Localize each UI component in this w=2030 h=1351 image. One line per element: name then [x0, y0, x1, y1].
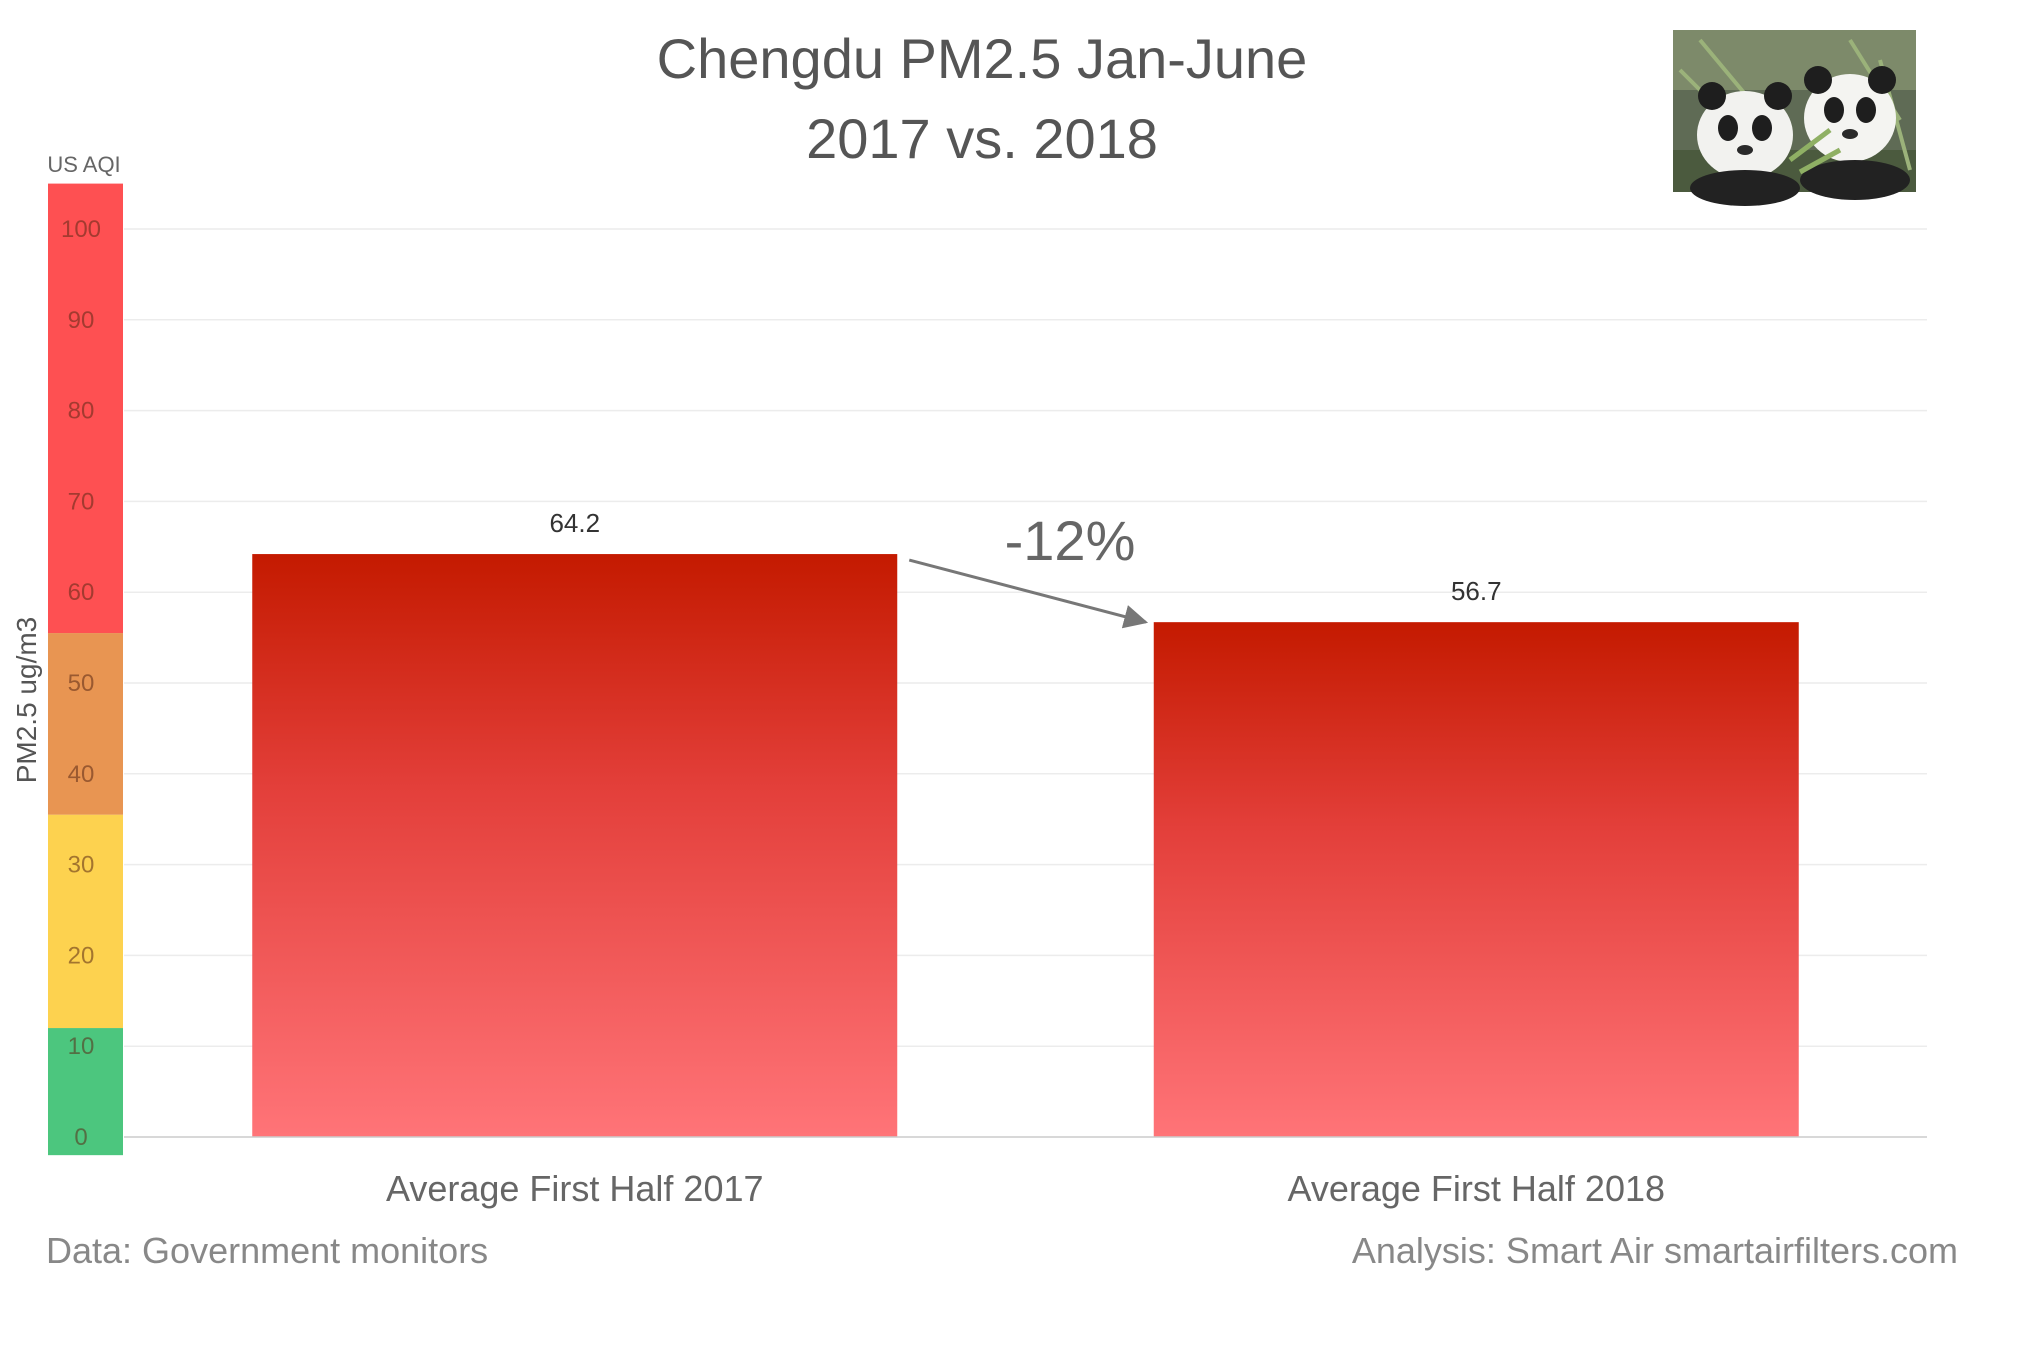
y-tick-label: 0	[74, 1124, 87, 1151]
y-tick-label: 70	[68, 488, 95, 515]
y-axis-label: PM2.5 ug/m3	[11, 617, 42, 784]
x-tick-label: Average First Half 2018	[1287, 1168, 1665, 1209]
aqi-band-2	[48, 633, 123, 815]
aqi-band-3	[48, 183, 123, 634]
y-tick-label: 60	[68, 579, 95, 606]
y-tick-label: 20	[68, 942, 95, 969]
y-tick-label: 80	[68, 398, 95, 425]
bars	[252, 554, 1799, 1137]
footnote-source: Data: Government monitors	[46, 1230, 488, 1271]
aqi-scale-label: US AQI	[47, 152, 120, 177]
y-tick-label: 40	[68, 761, 95, 788]
aqi-band-1	[48, 814, 123, 1029]
change-annotation: -12%	[1005, 509, 1136, 572]
y-tick-label: 30	[68, 852, 95, 879]
bar	[1153, 622, 1799, 1137]
footnote-analysis: Analysis: Smart Air smartairfilters.com	[1352, 1230, 1958, 1271]
aqi-band-0	[48, 1028, 123, 1156]
y-tick-label: 50	[68, 670, 95, 697]
change-arrow	[908, 558, 1149, 629]
x-axis-labels: Average First Half 2017 Average First Hal…	[386, 1168, 1665, 1209]
bar-value-label: 56.7	[1451, 576, 1502, 606]
panda-photo	[1673, 30, 1916, 206]
y-axis-ticks: 0 10 20 30 40 50 60 70 80 90 100	[61, 216, 101, 1151]
x-tick-label: Average First Half 2017	[386, 1168, 764, 1209]
y-tick-label: 10	[68, 1033, 95, 1060]
chart-subtitle: 2017 vs. 2018	[806, 107, 1158, 170]
y-tick-label: 100	[61, 216, 101, 243]
bar	[252, 554, 898, 1137]
aqi-scale	[48, 183, 123, 1156]
y-tick-label: 90	[68, 307, 95, 334]
chart-title: Chengdu PM2.5 Jan-June	[657, 27, 1308, 90]
data-labels: 64.2 56.7	[549, 508, 1501, 606]
bar-value-label: 64.2	[549, 508, 600, 538]
